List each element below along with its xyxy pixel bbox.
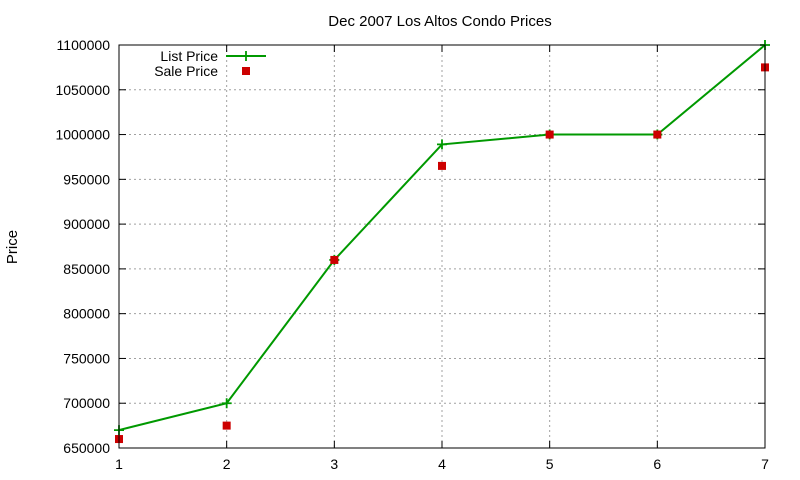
chart-title: Dec 2007 Los Altos Condo Prices <box>328 13 551 30</box>
axis-ticks: 650000 700000 750000 800000 850000 900000 9500… <box>55 37 769 472</box>
data-point <box>222 421 231 430</box>
data-point <box>438 161 446 170</box>
y-tick-label: 850000 <box>63 261 110 277</box>
y-tick-label: 900000 <box>63 216 110 232</box>
x-tick-label: 3 <box>330 456 338 472</box>
y-tick-label: 950000 <box>63 171 110 187</box>
x-tick-label: 4 <box>438 456 446 472</box>
y-axis-label: Price <box>4 230 21 264</box>
legend-marker <box>242 67 250 75</box>
x-tick-label: 5 <box>546 456 554 472</box>
legend-label: Sale Price <box>154 63 218 79</box>
y-tick-label: 1100000 <box>57 37 111 53</box>
y-tick-label: 650000 <box>63 440 110 456</box>
x-tick-label: 7 <box>761 456 769 472</box>
data-point <box>221 398 232 409</box>
y-tick-label: 800000 <box>63 306 110 322</box>
x-tick-label: 1 <box>115 456 123 472</box>
legend-entry: Sale Price <box>154 63 250 79</box>
y-tick-label: 750000 <box>63 350 110 366</box>
data-point <box>653 130 662 139</box>
grid <box>119 45 765 448</box>
data-point <box>545 130 554 139</box>
data-point <box>330 255 339 264</box>
data-point <box>437 139 447 150</box>
legend-label: List Price <box>160 48 218 64</box>
y-tick-label: 1050000 <box>55 82 110 98</box>
y-tick-label: 1000000 <box>55 127 110 143</box>
x-tick-label: 6 <box>653 456 661 472</box>
series-line <box>118 44 766 432</box>
plot-border <box>118 44 766 449</box>
legend-marker <box>241 51 251 61</box>
legend-entry: List Price <box>160 48 266 64</box>
x-tick-label: 2 <box>223 456 231 472</box>
y-tick-label: 700000 <box>63 395 110 411</box>
